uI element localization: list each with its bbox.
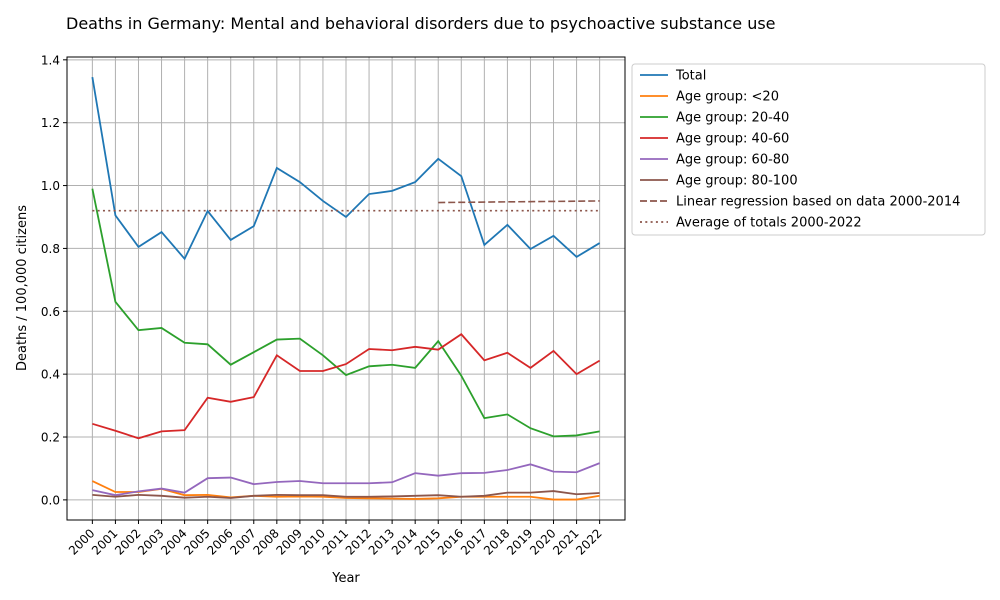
x-axis: 2000200120022003200420052006200720082009… (66, 520, 605, 558)
x-tick-label: 2008 (250, 526, 281, 557)
x-axis-label: Year (331, 571, 360, 586)
x-tick-label: 2000 (66, 526, 97, 557)
chart-title: Deaths in Germany: Mental and behavioral… (66, 14, 776, 33)
series-line-3 (92, 333, 601, 440)
series-line-4 (92, 462, 600, 497)
legend-label: Age group: 80-100 (676, 174, 798, 189)
legend-label: Age group: 40-60 (676, 132, 789, 147)
legend-label: Age group: <20 (676, 90, 779, 105)
legend-label: Linear regression based on data 2000-201… (676, 195, 960, 210)
x-tick-label: 2021 (550, 526, 581, 557)
x-tick-label: 2005 (181, 526, 212, 557)
series-line-0 (91, 76, 601, 261)
y-tick-label: 0.6 (41, 305, 60, 319)
x-tick-label: 2009 (274, 526, 305, 557)
x-tick-label: 2020 (527, 526, 558, 557)
x-tick-label: 2001 (89, 526, 120, 557)
legend-label: Total (675, 69, 706, 84)
x-tick-label: 2004 (158, 526, 189, 557)
x-tick-label: 2012 (343, 526, 374, 557)
y-tick-label: 1.4 (41, 53, 60, 67)
y-axis: 0.0 0.2 0.4 0.6 0.8 1.0 1.2 1.4 (41, 53, 67, 507)
series-line-1 (91, 480, 600, 501)
y-tick-label: 0.4 (41, 368, 60, 382)
x-tick-label: 2017 (458, 526, 489, 557)
x-tick-label: 2019 (504, 526, 535, 557)
legend-label: Average of totals 2000-2022 (676, 216, 862, 231)
x-tick-label: 2013 (366, 526, 397, 557)
series-line-6 (438, 200, 600, 204)
y-axis-label: Deaths / 100,000 citizens (15, 205, 30, 371)
legend-label: Age group: 60-80 (676, 153, 789, 168)
y-tick-label: 1.2 (41, 116, 60, 130)
y-tick-label: 0.8 (41, 242, 60, 256)
x-tick-label: 2018 (481, 526, 512, 557)
series-line-2 (91, 188, 600, 438)
series-line-5 (92, 490, 600, 499)
legend-label: Age group: 20-40 (676, 111, 789, 126)
series-lines (91, 76, 601, 501)
x-tick-label: 2014 (389, 526, 420, 557)
x-tick-label: 2022 (573, 526, 604, 557)
legend: Total Age group: <20 Age group: 20-40 Age g… (631, 63, 986, 236)
x-tick-label: 2003 (135, 526, 166, 557)
x-tick-label: 2006 (204, 526, 235, 557)
x-tick-label: 2002 (112, 526, 143, 557)
x-tick-label: 2016 (435, 526, 466, 557)
x-tick-label: 2010 (297, 526, 328, 557)
x-tick-label: 2015 (412, 526, 443, 557)
y-tick-label: 0.2 (41, 431, 60, 445)
grid (67, 57, 625, 520)
x-tick-label: 2011 (320, 526, 351, 557)
y-tick-label: 0.0 (41, 493, 60, 507)
x-tick-label: 2007 (227, 526, 258, 557)
y-tick-label: 1.0 (41, 179, 60, 193)
legend-box (631, 63, 986, 236)
